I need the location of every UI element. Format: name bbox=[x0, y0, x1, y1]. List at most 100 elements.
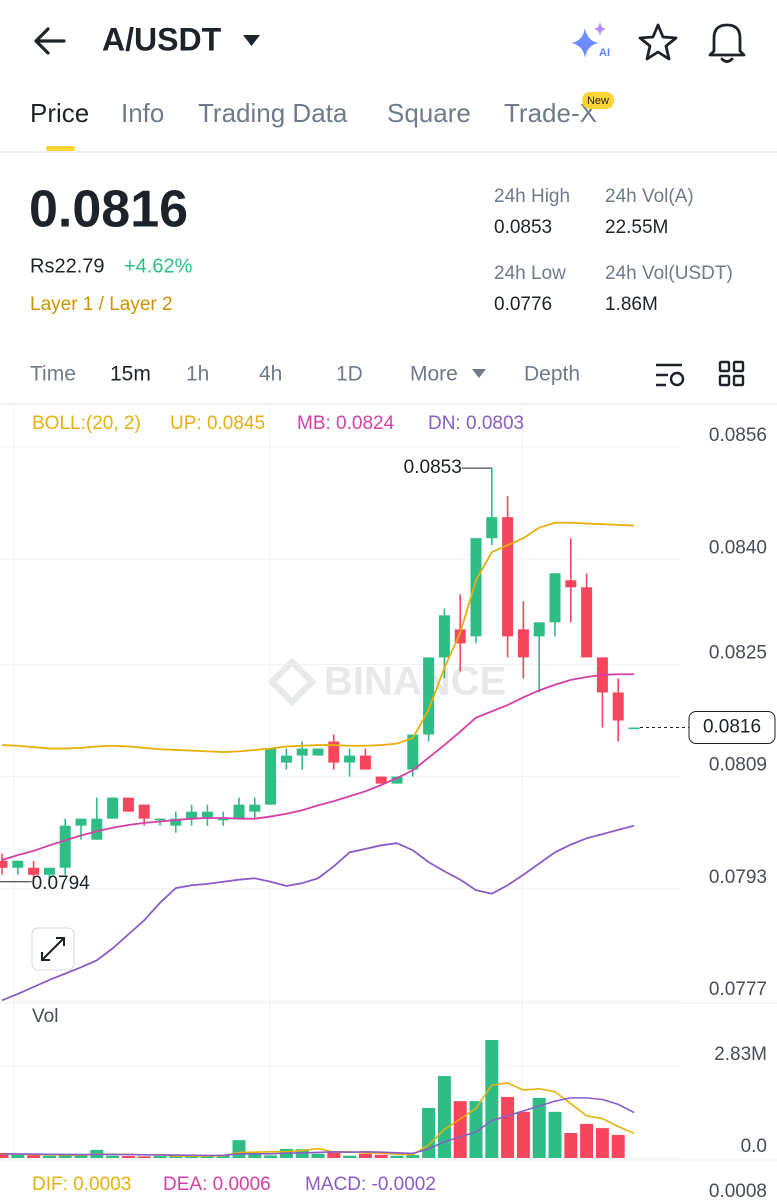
timeframe[interactable]: Time bbox=[30, 363, 76, 386]
candle-body bbox=[12, 860, 24, 868]
candle-body bbox=[344, 755, 356, 763]
more-caret bbox=[472, 369, 486, 378]
boll-legend: BOLL:(20, 2) bbox=[32, 413, 141, 434]
stat-value: 0.0776 bbox=[494, 294, 552, 315]
candle-body bbox=[170, 818, 182, 826]
bell-clapper bbox=[720, 57, 734, 63]
volume-bar bbox=[501, 1096, 515, 1158]
volume-bar bbox=[548, 1111, 562, 1158]
watermark: BINANCE bbox=[267, 657, 506, 707]
timeframe[interactable]: 1h bbox=[186, 363, 209, 386]
timeframe-more[interactable]: More bbox=[410, 363, 458, 386]
macd-dea: DEA: 0.0006 bbox=[163, 1174, 271, 1195]
settings-lines bbox=[656, 363, 682, 387]
tab[interactable]: Square bbox=[387, 98, 471, 128]
y-tick-label: 0.0825 bbox=[709, 642, 767, 663]
candle-body bbox=[438, 615, 450, 658]
depth[interactable]: Depth bbox=[524, 363, 580, 386]
candle-body bbox=[533, 622, 545, 637]
candle-body bbox=[423, 657, 435, 735]
timeframe-active[interactable]: 15m bbox=[110, 363, 151, 386]
fullscreen-button[interactable] bbox=[31, 927, 75, 971]
stat-value: 1.86M bbox=[605, 294, 658, 315]
high-annotation: 0.0853 bbox=[404, 457, 462, 478]
candle-body bbox=[581, 587, 593, 658]
candle-body bbox=[138, 804, 150, 819]
stat-value: 22.55M bbox=[605, 217, 668, 238]
boll-line bbox=[1, 673, 634, 861]
macd-tick: 0.0008 bbox=[709, 1181, 767, 1200]
candle-body bbox=[75, 818, 87, 826]
volume-bar bbox=[185, 1155, 199, 1158]
pair-selector[interactable]: A/USDT bbox=[102, 21, 260, 57]
volume-bar bbox=[595, 1128, 609, 1158]
timeframe[interactable]: 1D bbox=[336, 363, 363, 386]
pair: A/USDT bbox=[102, 21, 222, 57]
candle-body bbox=[470, 538, 482, 637]
stat-label: 24h Low bbox=[494, 263, 566, 284]
volume-ma-line bbox=[1, 1097, 635, 1157]
new-badge-text: New bbox=[587, 95, 609, 107]
candle-body bbox=[186, 811, 198, 819]
active-tab-indicator bbox=[46, 146, 75, 151]
volume-bar bbox=[169, 1156, 183, 1158]
new-badge bbox=[582, 92, 614, 109]
volume-bar bbox=[232, 1140, 246, 1158]
candle-body bbox=[233, 804, 245, 819]
stat-label: 24h High bbox=[494, 186, 570, 207]
candle-body bbox=[28, 867, 40, 875]
candle-body bbox=[154, 818, 166, 821]
back-button[interactable] bbox=[34, 27, 66, 55]
volume-bar bbox=[248, 1153, 262, 1158]
tab[interactable]: Trade-X bbox=[504, 98, 597, 128]
settings-gear bbox=[669, 371, 685, 387]
candle-body bbox=[375, 776, 387, 784]
indicator-settings-button[interactable] bbox=[656, 363, 685, 387]
volume-bar bbox=[358, 1153, 372, 1158]
candle-body bbox=[0, 860, 8, 868]
volume-bar bbox=[106, 1155, 120, 1158]
sector-tag[interactable]: Layer 1 / Layer 2 bbox=[30, 294, 173, 315]
y-tick-label: 0.0840 bbox=[709, 537, 767, 558]
bell bbox=[708, 23, 746, 57]
alert-button[interactable] bbox=[708, 23, 746, 63]
layout-button[interactable] bbox=[718, 360, 745, 387]
current-price: 0.0816 bbox=[703, 717, 761, 738]
volume-bar bbox=[516, 1111, 530, 1158]
fullscreen-icon bbox=[41, 937, 65, 961]
volume-bar bbox=[42, 1155, 56, 1158]
volume-bar bbox=[200, 1156, 214, 1158]
tab[interactable]: Price bbox=[30, 98, 89, 128]
candle-body bbox=[280, 755, 292, 763]
candle-body bbox=[107, 797, 119, 819]
y-tick-label: 0.0809 bbox=[709, 755, 767, 776]
candle-body bbox=[312, 748, 324, 756]
volume-bar bbox=[390, 1155, 404, 1158]
favorite-button[interactable] bbox=[638, 23, 678, 61]
ai-button[interactable]: AI bbox=[571, 22, 610, 59]
candle-body bbox=[517, 629, 529, 658]
volume-bar bbox=[74, 1154, 88, 1158]
timeframe[interactable]: 4h bbox=[259, 363, 282, 386]
candle-body bbox=[359, 755, 371, 770]
volume-bar bbox=[580, 1123, 594, 1158]
volume-bar bbox=[121, 1156, 135, 1158]
volume-bar bbox=[153, 1156, 167, 1158]
y-tick-label: 2.83M bbox=[714, 1044, 767, 1065]
candle-body bbox=[454, 629, 466, 644]
volume-bar bbox=[264, 1155, 278, 1158]
boll-line bbox=[1, 824, 635, 1002]
volume-bar bbox=[58, 1155, 72, 1158]
tab[interactable]: Info bbox=[121, 98, 164, 128]
volume-bar bbox=[564, 1132, 578, 1158]
back-arrow bbox=[34, 27, 66, 55]
candle-body bbox=[328, 741, 340, 763]
tab[interactable]: Trading Data bbox=[198, 98, 348, 128]
ai-sparkle-small bbox=[594, 22, 606, 36]
price-chart: BINANCE bbox=[0, 404, 777, 1161]
watermark-text: BINANCE bbox=[324, 660, 506, 704]
candle-body bbox=[265, 748, 277, 805]
macd-value: MACD: -0.0002 bbox=[305, 1174, 436, 1195]
